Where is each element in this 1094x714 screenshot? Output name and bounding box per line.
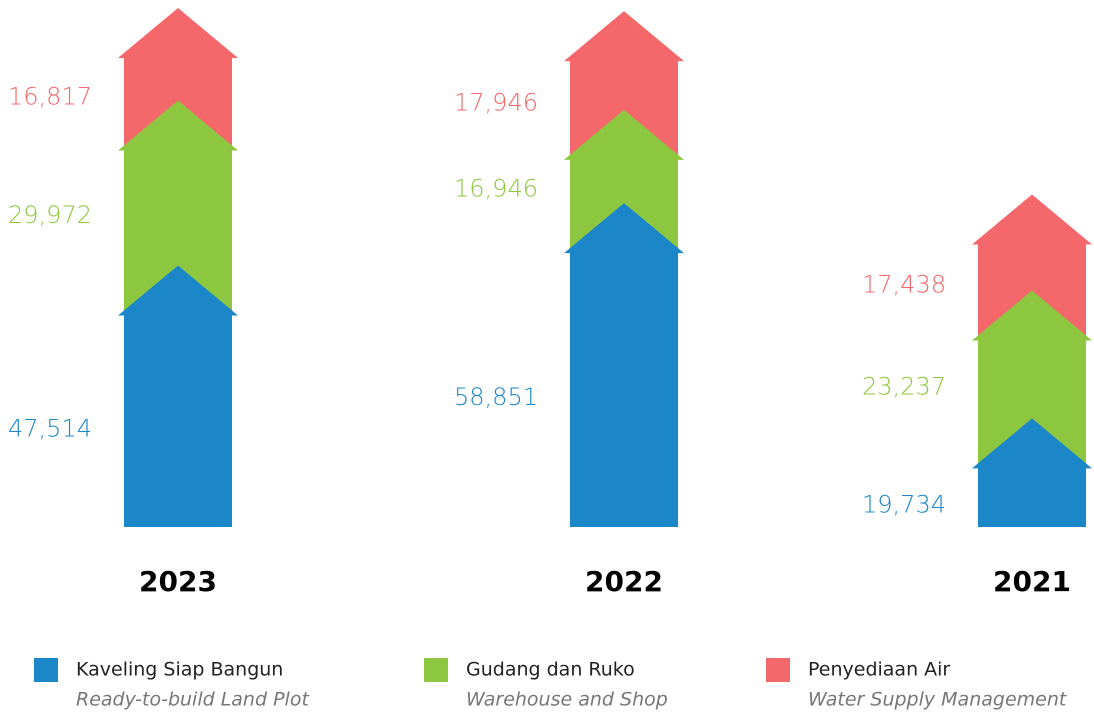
value-label: 16,817: [8, 82, 92, 110]
value-label: 16,946: [454, 174, 538, 202]
legend-swatch: [424, 658, 448, 682]
year-label: 2022: [585, 565, 663, 598]
legend-name: Gudang dan Ruko: [466, 659, 635, 681]
legend-subtitle: Warehouse and Shop: [466, 689, 668, 711]
legend-subtitle: Water Supply Management: [808, 689, 1068, 711]
value-label: 47,514: [8, 414, 92, 442]
legend-name: Penyediaan Air: [808, 659, 950, 681]
value-label: 29,972: [8, 201, 92, 229]
legend-name: Kaveling Siap Bangun: [76, 659, 283, 681]
value-label: 17,438: [862, 271, 946, 299]
arrow-segment: [564, 203, 684, 527]
year-label: 2023: [139, 565, 217, 598]
value-label: 17,946: [454, 88, 538, 116]
year-label: 2021: [993, 565, 1071, 598]
arrow-segment: [972, 418, 1092, 527]
legend-subtitle: Ready-to-build Land Plot: [76, 689, 310, 711]
arrow-segment: [118, 265, 238, 527]
legend-swatch: [34, 658, 58, 682]
legend-swatch: [766, 658, 790, 682]
value-label: 19,734: [862, 491, 946, 519]
value-label: 23,237: [862, 372, 946, 400]
value-label: 58,851: [454, 383, 538, 411]
